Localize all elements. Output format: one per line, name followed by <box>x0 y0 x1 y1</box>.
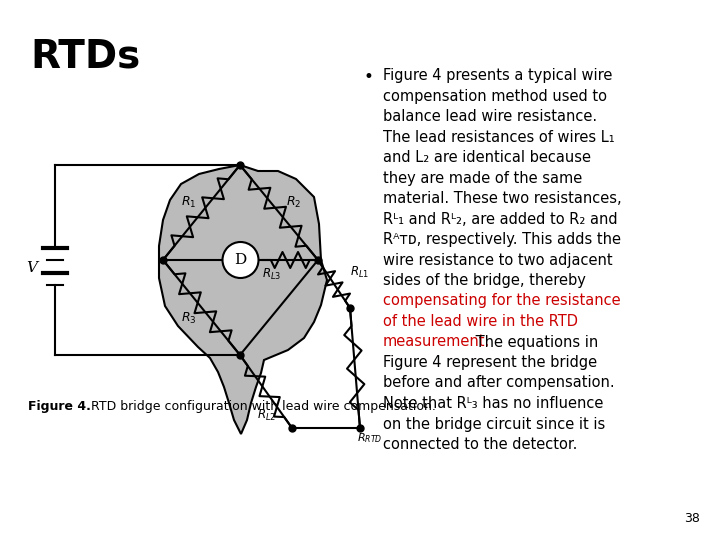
Circle shape <box>222 242 258 278</box>
Text: $R_3$: $R_3$ <box>181 310 197 326</box>
Text: before and after compensation.: before and after compensation. <box>383 375 615 390</box>
Text: $R_1$: $R_1$ <box>181 194 197 210</box>
Text: V: V <box>26 261 37 275</box>
Text: D: D <box>235 253 247 267</box>
Text: RTDs: RTDs <box>30 38 140 76</box>
Text: Note that Rᴸ₃ has no influence: Note that Rᴸ₃ has no influence <box>383 396 603 411</box>
Text: The equations in: The equations in <box>471 334 598 349</box>
Text: sides of the bridge, thereby: sides of the bridge, thereby <box>383 273 586 288</box>
Text: Rᴸ₁ and Rᴸ₂, are added to R₂ and: Rᴸ₁ and Rᴸ₂, are added to R₂ and <box>383 212 618 226</box>
Text: connected to the detector.: connected to the detector. <box>383 437 577 452</box>
Text: of the lead wire in the RTD: of the lead wire in the RTD <box>383 314 578 329</box>
Text: wire resistance to two adjacent: wire resistance to two adjacent <box>383 253 613 267</box>
Text: material. These two resistances,: material. These two resistances, <box>383 191 621 206</box>
Text: The lead resistances of wires L₁: The lead resistances of wires L₁ <box>383 130 615 145</box>
Text: $R_2$: $R_2$ <box>287 194 302 210</box>
Text: 38: 38 <box>684 512 700 525</box>
Text: compensating for the resistance: compensating for the resistance <box>383 294 621 308</box>
Text: on the bridge circuit since it is: on the bridge circuit since it is <box>383 416 606 431</box>
Text: balance lead wire resistance.: balance lead wire resistance. <box>383 109 597 124</box>
Text: Figure 4.: Figure 4. <box>28 400 91 413</box>
Text: Figure 4 presents a typical wire: Figure 4 presents a typical wire <box>383 68 613 83</box>
Polygon shape <box>159 165 327 434</box>
Text: $R_{L3}$: $R_{L3}$ <box>262 266 282 281</box>
Text: they are made of the same: they are made of the same <box>383 171 582 186</box>
Text: $R_{L1}$: $R_{L1}$ <box>350 265 369 280</box>
Text: RTD bridge configuration with lead wire compensation.: RTD bridge configuration with lead wire … <box>87 400 436 413</box>
Text: $R_{L2}$: $R_{L2}$ <box>258 408 276 422</box>
Text: $R_{RTD}$: $R_{RTD}$ <box>357 431 383 445</box>
Text: •: • <box>363 68 373 86</box>
Text: compensation method used to: compensation method used to <box>383 89 607 104</box>
Text: and L₂ are identical because: and L₂ are identical because <box>383 150 591 165</box>
Text: Rᴬᴛᴅ, respectively. This adds the: Rᴬᴛᴅ, respectively. This adds the <box>383 232 621 247</box>
Text: measurement.: measurement. <box>383 334 490 349</box>
Text: Figure 4 represent the bridge: Figure 4 represent the bridge <box>383 355 597 370</box>
